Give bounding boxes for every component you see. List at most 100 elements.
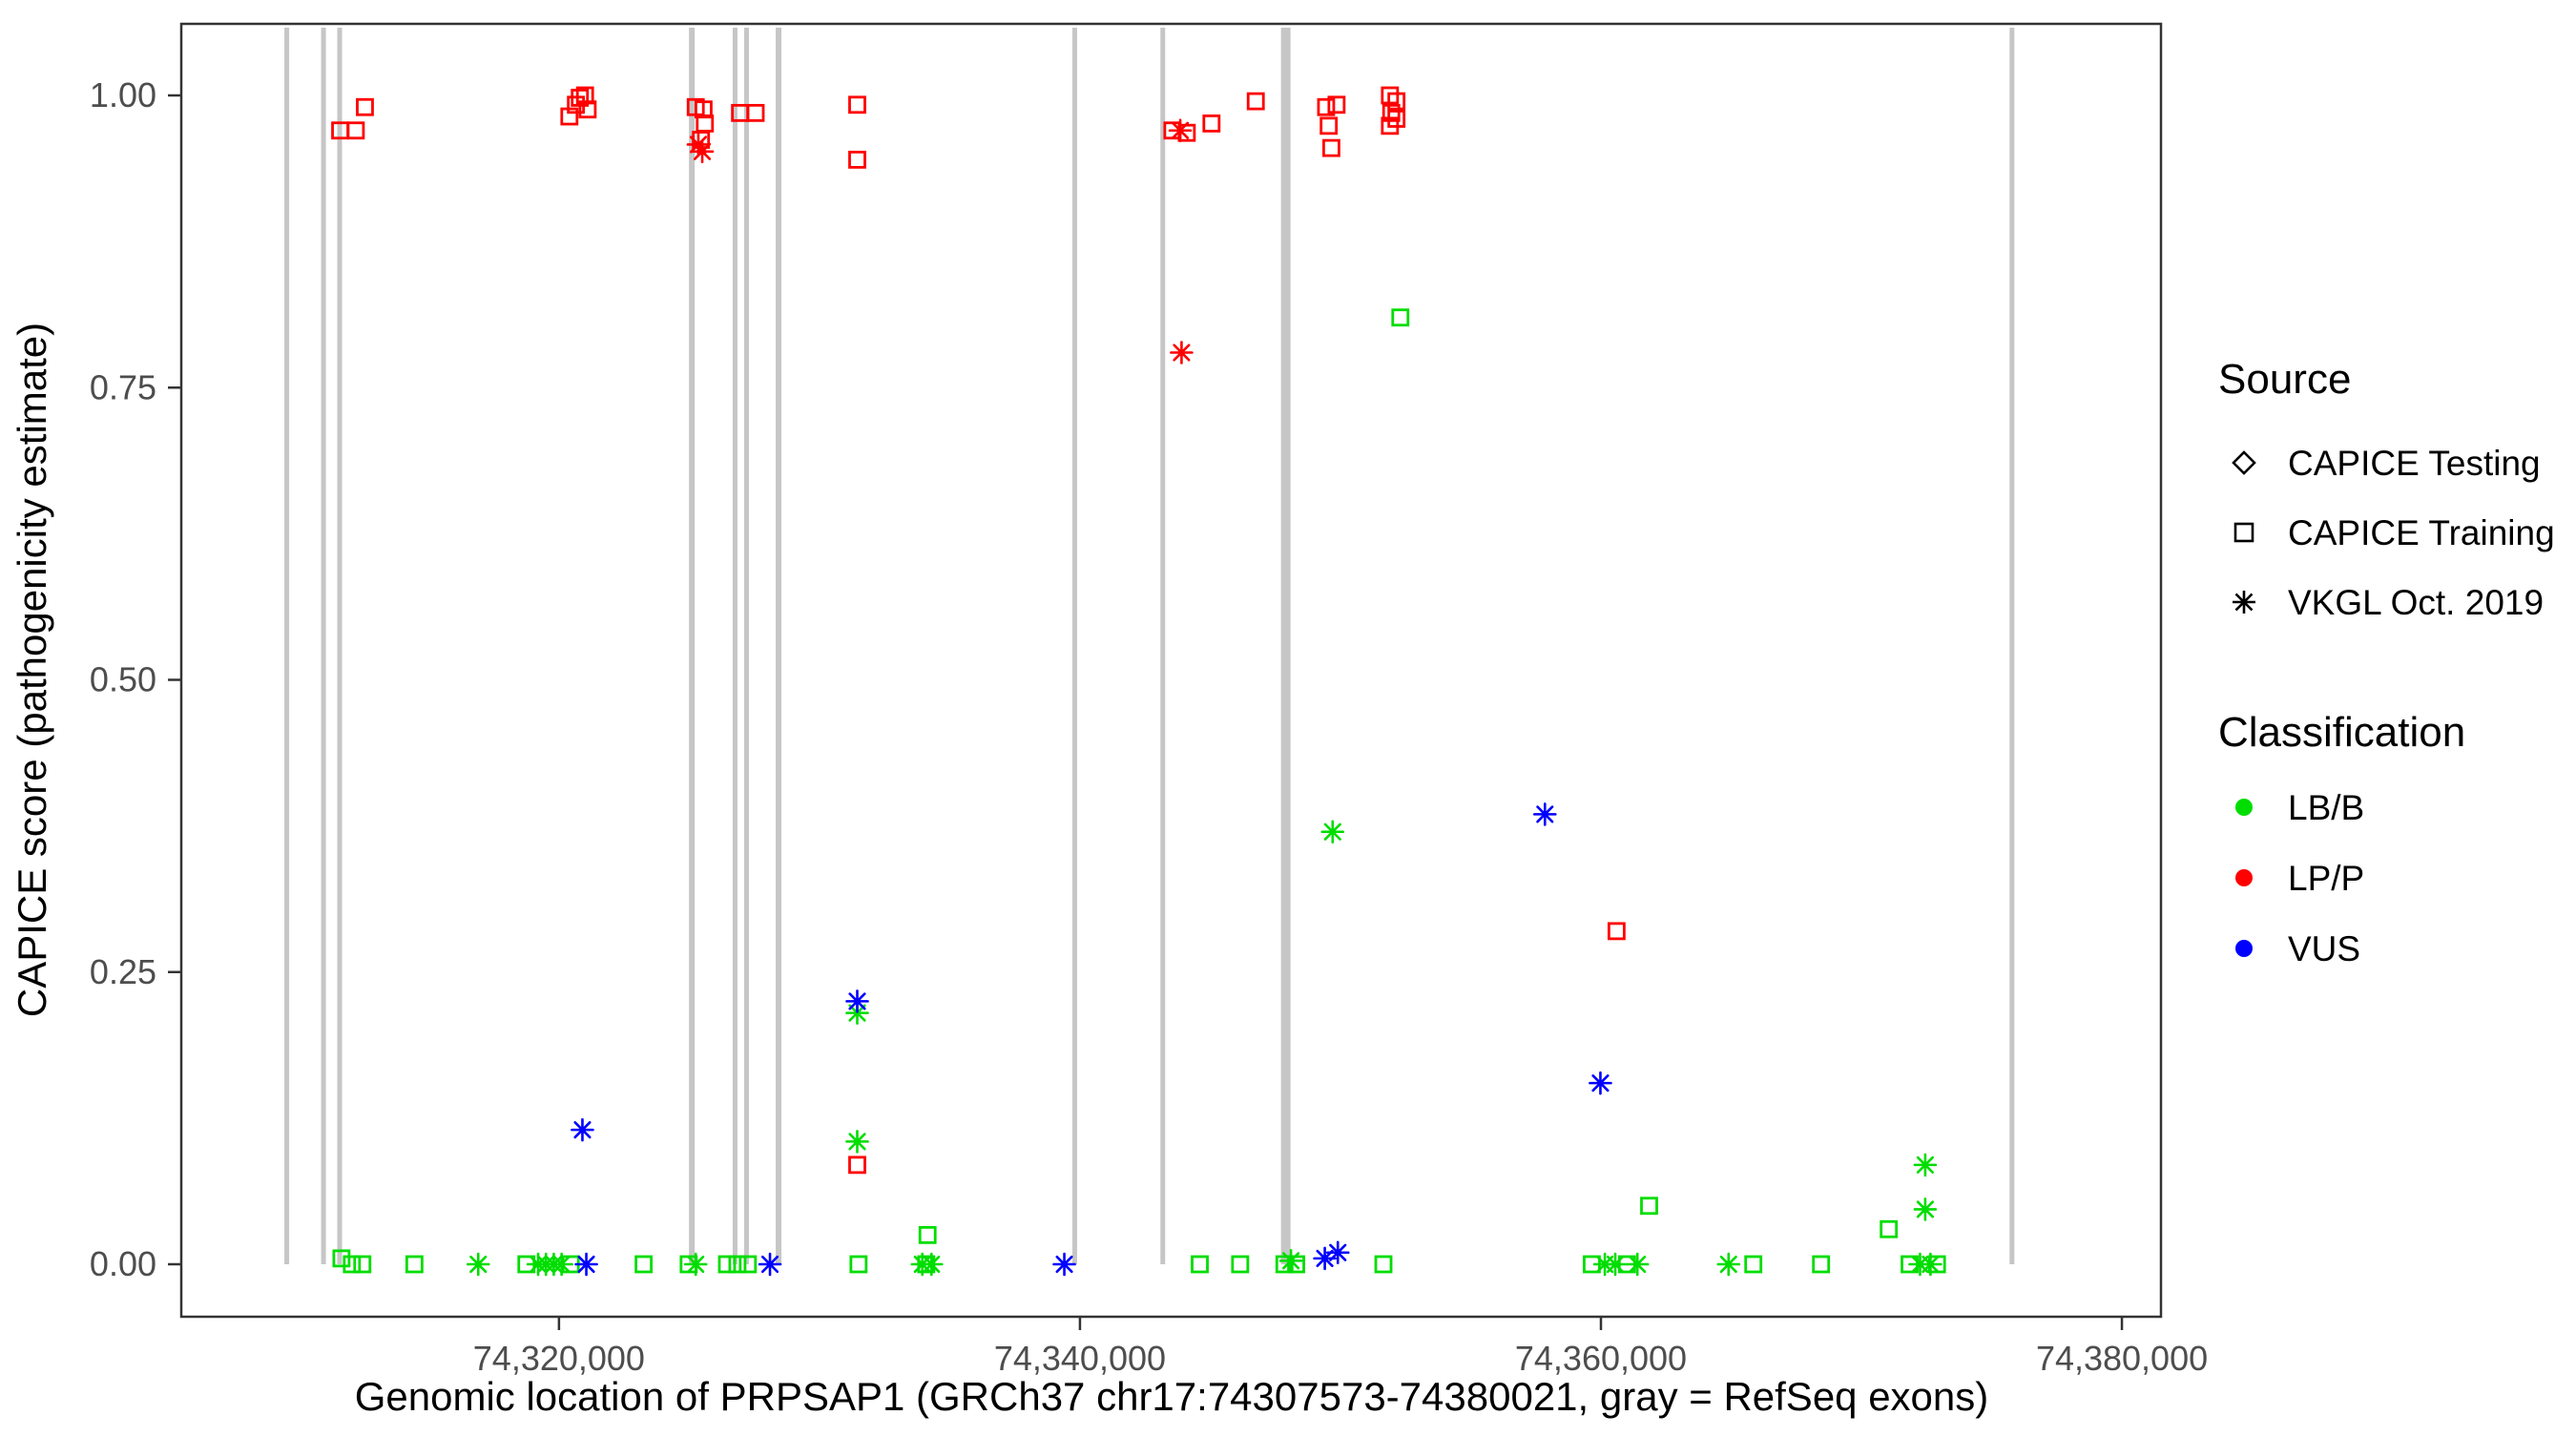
legend-item-label: CAPICE Training — [2288, 513, 2555, 552]
data-point — [1319, 116, 1339, 135]
panel-border — [179, 22, 2163, 1319]
data-point — [1716, 1252, 1741, 1277]
legend-item-vkgl: VKGL Oct. 2019 — [2233, 583, 2544, 622]
data-point — [738, 1255, 758, 1274]
data-point — [1625, 1252, 1650, 1277]
data-point — [343, 1255, 362, 1274]
data-point — [1532, 802, 1557, 826]
x-axis-title: Genomic location of PRPSAP1 (GRCh37 chr1… — [355, 1374, 1989, 1419]
data-point — [848, 95, 866, 114]
data-point — [405, 1255, 424, 1274]
y-tick-label: 0.00 — [90, 1244, 156, 1283]
data-point — [728, 1255, 747, 1274]
data-point — [686, 133, 711, 156]
exon-bar — [337, 28, 343, 1264]
exon-bar — [321, 28, 326, 1264]
data-point — [1913, 1197, 1938, 1221]
asterisk-icon — [2233, 591, 2255, 614]
exon-lines — [284, 28, 2015, 1264]
data-point — [1320, 820, 1345, 844]
data-point — [353, 1255, 372, 1274]
data-point — [690, 139, 715, 164]
data-point — [1603, 1252, 1628, 1277]
legend-item-label: VKGL Oct. 2019 — [2288, 583, 2544, 622]
data-point — [1317, 97, 1336, 116]
data-point — [1880, 1219, 1899, 1238]
square-icon — [2233, 522, 2254, 543]
legend-item-label: CAPICE Testing — [2288, 444, 2541, 483]
data-point — [466, 1252, 490, 1277]
data-point — [332, 1249, 351, 1268]
data-point — [845, 989, 869, 1013]
vus-dot-icon — [2235, 940, 2253, 957]
data-point — [1170, 341, 1194, 364]
data-point — [848, 1155, 866, 1175]
data-point — [1313, 1246, 1337, 1271]
legend-source: Source CAPICE Testing CAPICE Training VK… — [2218, 356, 2555, 622]
legend-item-label: VUS — [2288, 929, 2360, 968]
exon-bar — [284, 28, 290, 1264]
legend-source-title: Source — [2218, 356, 2351, 403]
data-point — [1327, 95, 1346, 114]
legend-item-label: LB/B — [2288, 788, 2364, 827]
exon-bar — [732, 28, 737, 1264]
lpp-dot-icon — [2235, 869, 2253, 886]
y-tick-label: 0.25 — [90, 952, 156, 991]
data-point — [1589, 1071, 1612, 1095]
data-point — [634, 1255, 654, 1274]
y-axis-title: CAPICE score (pathogenicity estimate) — [10, 323, 54, 1017]
data-point — [849, 1255, 868, 1274]
data-point — [1812, 1255, 1831, 1274]
data-point — [1913, 1153, 1938, 1177]
y-tick-label: 0.50 — [90, 660, 156, 699]
data-point — [1607, 922, 1626, 941]
x-tick-label: 74,340,000 — [994, 1339, 1166, 1378]
legend-item-lpp: LP/P — [2235, 859, 2364, 898]
data-point — [918, 1225, 937, 1244]
legend-item-capice-training: CAPICE Training — [2233, 513, 2555, 552]
diamond-icon — [2232, 450, 2256, 475]
data-point — [578, 100, 597, 119]
y-tick-label: 0.75 — [90, 367, 156, 406]
exon-bar — [776, 28, 782, 1264]
legend-item-capice-testing: CAPICE Testing — [2232, 444, 2541, 483]
legend-item-lbb: LB/B — [2235, 788, 2364, 827]
data-point — [746, 103, 765, 122]
data-point — [1278, 1249, 1303, 1273]
exon-bar — [1071, 28, 1077, 1264]
data-point — [346, 121, 365, 140]
data-point — [920, 1252, 944, 1277]
y-tick-label: 1.00 — [90, 75, 156, 114]
x-tick-label: 74,380,000 — [2036, 1339, 2208, 1378]
data-point — [1744, 1255, 1763, 1274]
data-point — [758, 1252, 782, 1277]
x-tick-label: 74,360,000 — [1515, 1339, 1687, 1378]
x-tick-label: 74,320,000 — [473, 1339, 645, 1378]
data-point — [1381, 103, 1401, 122]
exon-bar — [2009, 28, 2015, 1264]
data-point — [1191, 1255, 1209, 1274]
data-point — [1168, 118, 1193, 143]
data-point — [1202, 114, 1221, 133]
data-point — [1322, 138, 1340, 157]
exon-bar — [1160, 28, 1166, 1264]
data-point — [1381, 116, 1400, 135]
lbb-dot-icon — [2235, 799, 2253, 816]
data-point — [1374, 1255, 1393, 1274]
legend-classification: Classification LB/B LP/P VUS — [2218, 709, 2465, 968]
legend-classification-title: Classification — [2218, 709, 2465, 756]
data-point — [1231, 1255, 1250, 1274]
data-point — [683, 1252, 708, 1277]
data-point — [356, 97, 374, 116]
exon-bar — [743, 28, 749, 1264]
legend-item-label: LP/P — [2288, 859, 2364, 898]
axes: 74,320,000 74,340,000 74,360,000 74,380,000… — [90, 22, 2208, 1378]
data-point — [1325, 1240, 1350, 1265]
exon-bar — [1280, 28, 1291, 1264]
exon-bar — [689, 28, 696, 1264]
data-point — [571, 1117, 594, 1142]
data-point — [717, 1255, 737, 1274]
legend-item-vus: VUS — [2235, 929, 2360, 968]
